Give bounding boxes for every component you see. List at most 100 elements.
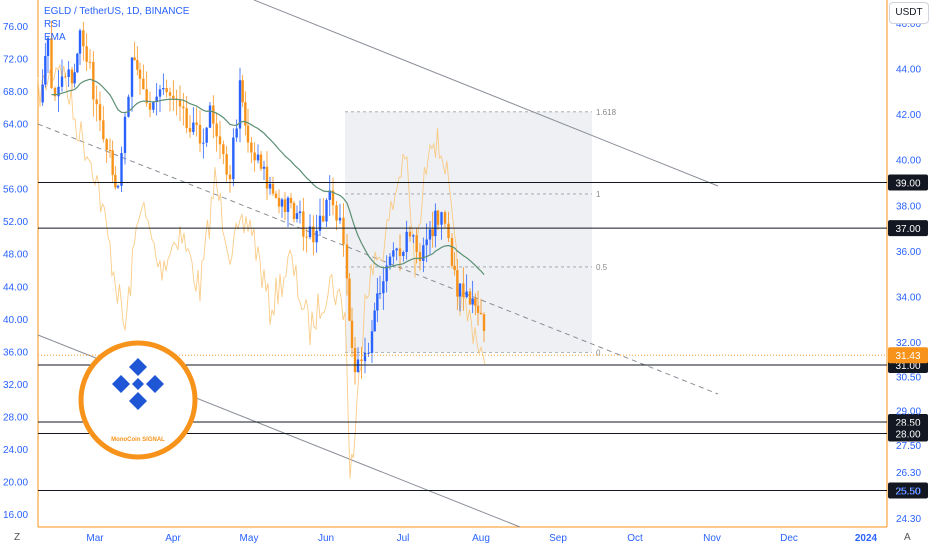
ema-line — [51, 78, 485, 275]
candle-body — [262, 166, 266, 169]
candle-body — [168, 92, 172, 96]
candle-body — [195, 122, 198, 125]
candle-body — [367, 352, 370, 354]
left-axis-tick: 60.00 — [3, 152, 28, 163]
ema-legend[interactable]: EMA — [44, 32, 66, 43]
right-axis-tick: 30.50 — [896, 372, 921, 383]
candle-body — [283, 199, 287, 212]
candle-body — [185, 108, 188, 128]
candle-body — [422, 245, 425, 261]
candle-body — [412, 235, 415, 237]
left-axis-tick: 20.00 — [3, 477, 28, 488]
last-price-tag-label: 31.43 — [895, 351, 920, 362]
candle-body — [259, 154, 263, 169]
symbol-title[interactable]: EGLD / TetherUS, 1D, BINANCE — [44, 6, 190, 17]
logo-diamond-icon — [112, 375, 130, 393]
candle-body — [95, 99, 98, 105]
level-tag-label: 28.50 — [895, 418, 920, 429]
candle-body — [443, 212, 447, 224]
left-axis-tick: 16.00 — [3, 510, 28, 521]
candle-body — [363, 352, 367, 362]
candle-body — [198, 124, 202, 144]
candle-body — [315, 230, 318, 243]
candle-body — [188, 127, 192, 133]
candle-body — [418, 252, 422, 261]
candle-body — [465, 291, 468, 298]
candle-body — [453, 265, 456, 271]
level-tag-bg — [888, 220, 928, 237]
candle-body — [265, 166, 269, 189]
logo-diamond-icon — [129, 358, 147, 376]
candle-body — [215, 123, 218, 137]
right-axis-tick: 34.00 — [896, 293, 921, 304]
candle-body — [57, 86, 60, 97]
candle-body — [447, 223, 450, 239]
candle-body — [232, 137, 235, 180]
candle-body — [289, 197, 293, 204]
last-price-tag-bg — [888, 347, 928, 364]
rsi-legend[interactable]: RSI — [44, 19, 61, 30]
x-axis-label: Mar — [86, 533, 104, 544]
candle-body — [222, 144, 225, 155]
candle-body — [148, 103, 152, 110]
candle-body — [105, 139, 108, 151]
candle-body — [241, 80, 244, 103]
candle-body — [338, 217, 342, 221]
left-axis-tick: 52.00 — [3, 217, 28, 228]
candle-body — [395, 248, 398, 251]
candle-body — [408, 231, 412, 237]
candle-body — [360, 359, 363, 362]
candle-body — [182, 106, 185, 109]
right-axis-tick: 36.00 — [896, 247, 921, 258]
candle-body — [145, 89, 148, 104]
fib-level-label: 1 — [596, 190, 601, 199]
x-axis-label: 2024 — [855, 533, 878, 544]
candle-body — [402, 252, 405, 257]
candle-body — [228, 174, 232, 180]
candle-body — [133, 57, 136, 61]
candle-body — [41, 84, 44, 103]
x-axis-label: Sep — [549, 533, 567, 544]
auto-scale-button[interactable]: A — [904, 532, 911, 543]
candle-body — [155, 96, 158, 103]
left-axis-tick: 36.00 — [3, 347, 28, 358]
x-axis-label: Dec — [780, 533, 798, 544]
chart-header: EGLD / TetherUS, 1D, BINANCE RSI EMA — [44, 5, 189, 44]
x-axis-label: May — [240, 533, 259, 544]
left-axis-tick: 72.00 — [3, 55, 28, 66]
x-axis-label: Nov — [703, 533, 721, 544]
currency-unit-button[interactable]: USDT — [889, 2, 929, 24]
candle-body — [322, 215, 325, 222]
candle-body — [76, 53, 79, 73]
candle-body — [382, 281, 385, 294]
candle-body — [376, 293, 379, 311]
left-axis-tick: 64.00 — [3, 120, 28, 131]
candle-body — [208, 105, 212, 128]
candle-body — [280, 199, 284, 207]
candle-body — [256, 154, 260, 161]
candle-body — [235, 128, 238, 138]
candle-body — [162, 88, 165, 90]
candle-body — [295, 213, 299, 219]
candle-body — [462, 283, 465, 298]
candle-body — [474, 298, 477, 306]
candle-body — [286, 197, 290, 212]
right-axis-tick: 26.30 — [896, 468, 921, 479]
candle-body — [142, 78, 145, 90]
candle-body — [116, 185, 120, 188]
candle-body — [114, 174, 117, 188]
candle-body — [46, 38, 50, 56]
candle-body — [130, 57, 134, 97]
candle-body — [370, 331, 374, 353]
candle-body — [250, 142, 253, 153]
candle-body — [246, 125, 250, 143]
candle-body — [111, 150, 114, 175]
candle-body — [277, 197, 281, 207]
candle-body — [292, 203, 296, 219]
candle-body — [138, 69, 142, 79]
candle-body — [450, 238, 454, 266]
zoom-button[interactable]: Z — [14, 532, 21, 543]
candle-body — [458, 283, 462, 297]
candle-body — [253, 152, 256, 161]
